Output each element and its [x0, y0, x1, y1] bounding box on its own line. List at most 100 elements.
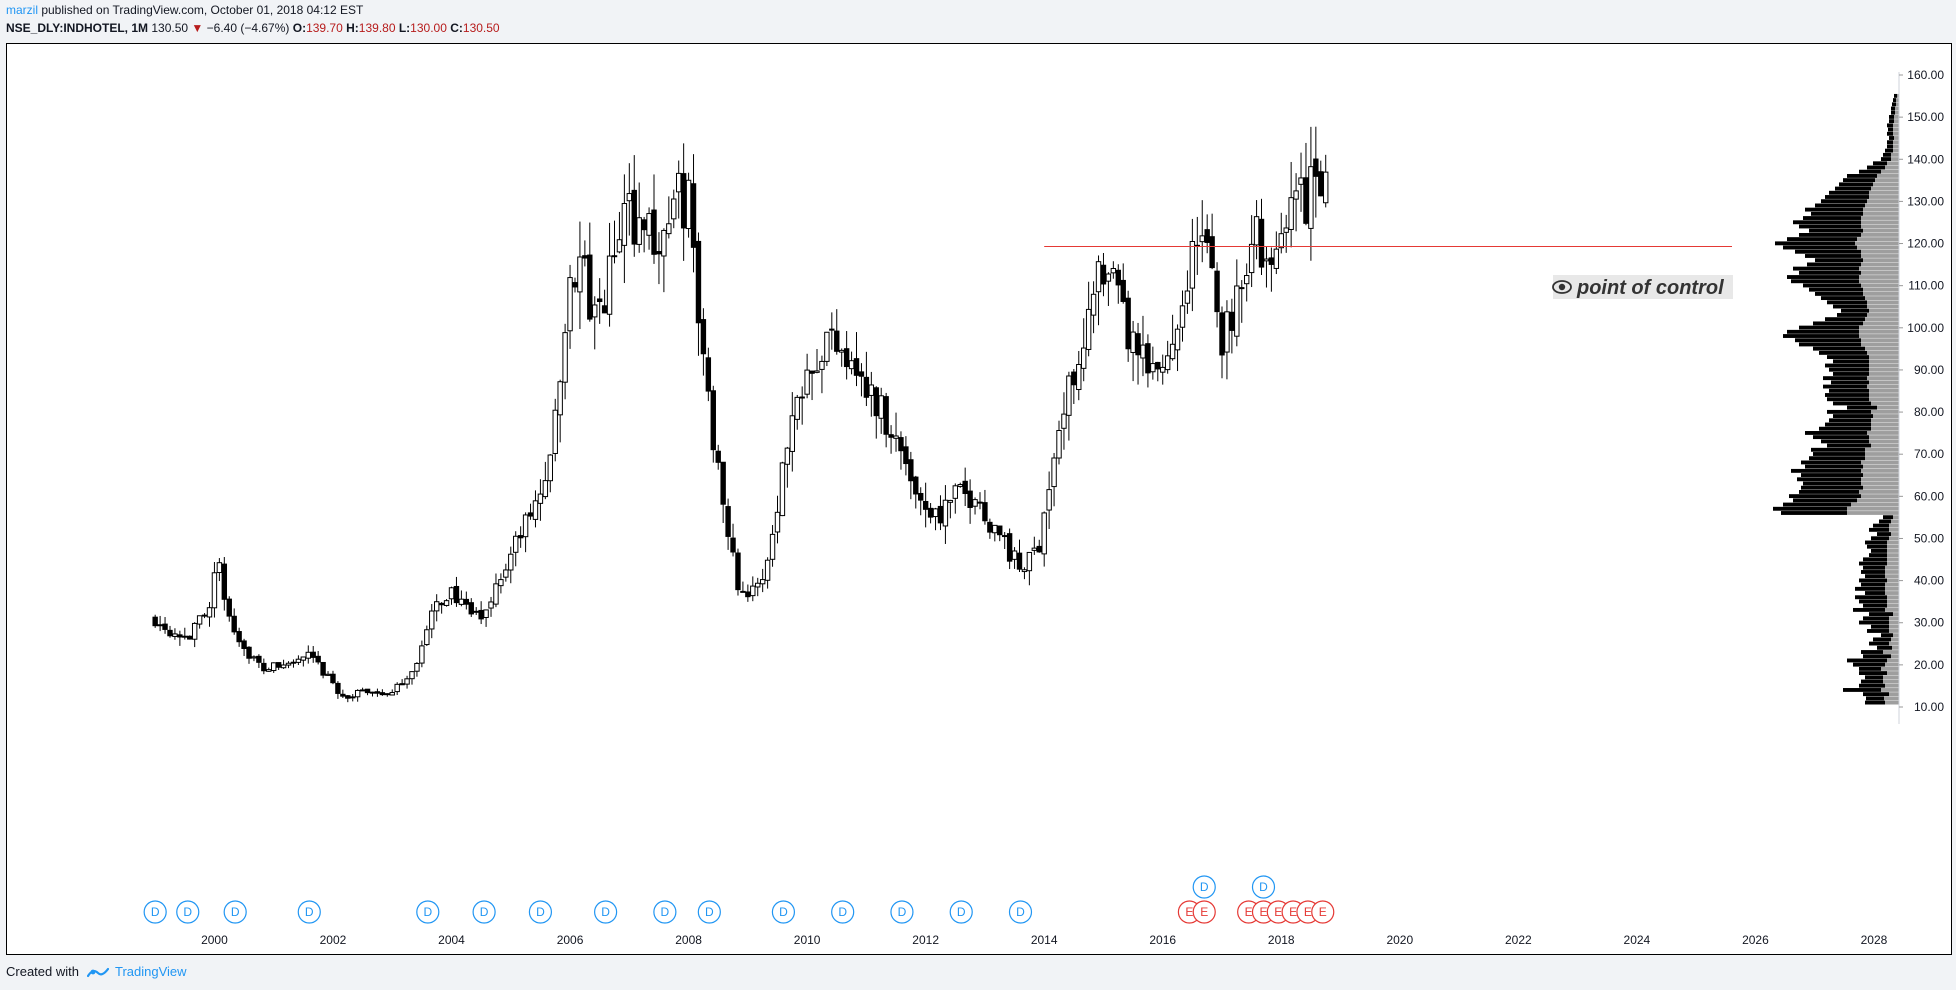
vp-bar-up [1869, 527, 1889, 532]
vp-bar-up [1795, 338, 1861, 343]
candle [1214, 262, 1220, 328]
candle [636, 182, 642, 253]
candle-body [809, 370, 815, 374]
candle [616, 211, 623, 254]
candle [414, 662, 420, 677]
vp-bar-up [1783, 502, 1851, 507]
vp-bar-up [1853, 607, 1885, 612]
candle-body [720, 461, 726, 505]
candle [468, 598, 474, 617]
vp-bar-up [1887, 123, 1893, 128]
candle-body [201, 614, 208, 617]
candle [345, 694, 351, 703]
dividend-marker-letter: D [305, 905, 314, 919]
dividend-marker: D [143, 900, 167, 924]
candle [1248, 215, 1255, 288]
candle [992, 524, 998, 542]
vp-bar-up [1883, 515, 1893, 520]
candle [611, 220, 618, 264]
vp-bar-up [1885, 148, 1893, 153]
candle-body [606, 255, 613, 315]
candle-body [167, 629, 173, 637]
candle-body [651, 209, 657, 255]
candle-body [863, 376, 870, 398]
candle-body [641, 219, 647, 231]
candle [419, 640, 425, 668]
candle [1308, 126, 1314, 261]
candle-body [187, 635, 193, 640]
candle [1234, 259, 1240, 347]
candle [1051, 452, 1057, 507]
candle-body [1263, 258, 1270, 262]
vp-bar-up [1791, 468, 1861, 473]
vp-bar-up [1825, 363, 1869, 368]
candle [918, 487, 924, 516]
vp-bar-up [1799, 270, 1861, 275]
y-tick-label: 10.00 [1914, 700, 1944, 714]
candle [354, 689, 361, 702]
candle-body [992, 524, 998, 534]
candle [438, 602, 445, 614]
candle [1145, 334, 1151, 388]
candle-body [952, 485, 958, 499]
vp-bar-up [1805, 207, 1863, 212]
candle-body [685, 179, 692, 230]
candle [453, 576, 460, 607]
vp-bar-up [1887, 131, 1893, 136]
tradingview-link[interactable]: TradingView [86, 964, 187, 979]
candle-body [1130, 331, 1136, 353]
candle [829, 312, 835, 350]
chart-canvas[interactable]: point of control E E E E E E E ED D D D D D D D D D D D D D D… [7, 44, 1951, 954]
candle-body [1204, 229, 1210, 243]
earnings-marker-letter: E [1200, 905, 1208, 919]
vp-bar-up [1859, 620, 1889, 625]
candle [784, 446, 791, 488]
candle-body [330, 673, 336, 684]
candle-body [903, 446, 909, 465]
candle-body [750, 585, 756, 597]
author-link[interactable]: marzil [6, 3, 38, 17]
candle-body [517, 535, 524, 539]
candle-body [1214, 270, 1220, 313]
candle [1011, 547, 1018, 569]
candle [448, 586, 455, 605]
candle [888, 425, 894, 454]
candle-body [987, 521, 993, 533]
candle [527, 503, 534, 520]
vp-bar-up [1869, 641, 1889, 646]
candle-body [636, 217, 642, 245]
vp-bar-up [1783, 245, 1857, 250]
candle [656, 232, 662, 285]
candle [878, 387, 884, 434]
vp-bar-up [1859, 599, 1887, 604]
vp-bar-up [1823, 376, 1867, 381]
candle [824, 331, 830, 367]
dividend-marker-circle [1251, 875, 1276, 899]
candle [201, 613, 208, 619]
dividend-marker-circle [416, 900, 440, 924]
vp-bar-up [1797, 477, 1861, 482]
candle-body [883, 396, 889, 435]
vp-bar-up [1871, 624, 1889, 629]
candle [685, 172, 692, 238]
candle [517, 526, 524, 548]
volume-profile [1773, 93, 1899, 705]
dividend-marker-letter: D [779, 905, 788, 919]
candle [315, 651, 321, 665]
candle-body [1081, 347, 1087, 369]
candle-body [384, 693, 391, 696]
vp-bar-up [1801, 460, 1861, 465]
vp-bar-up [1827, 300, 1867, 305]
vp-bar-up [1799, 224, 1861, 229]
candle [661, 228, 667, 293]
candle [236, 627, 242, 647]
vp-bar-up [1873, 637, 1891, 642]
dividend-marker-letter: D [151, 905, 160, 919]
vp-bar-up [1863, 565, 1885, 570]
candle-body [503, 569, 509, 578]
candle-body [947, 499, 954, 503]
candle [1095, 255, 1102, 326]
vp-bar-up [1783, 334, 1859, 338]
vp-bar-up [1863, 557, 1887, 562]
